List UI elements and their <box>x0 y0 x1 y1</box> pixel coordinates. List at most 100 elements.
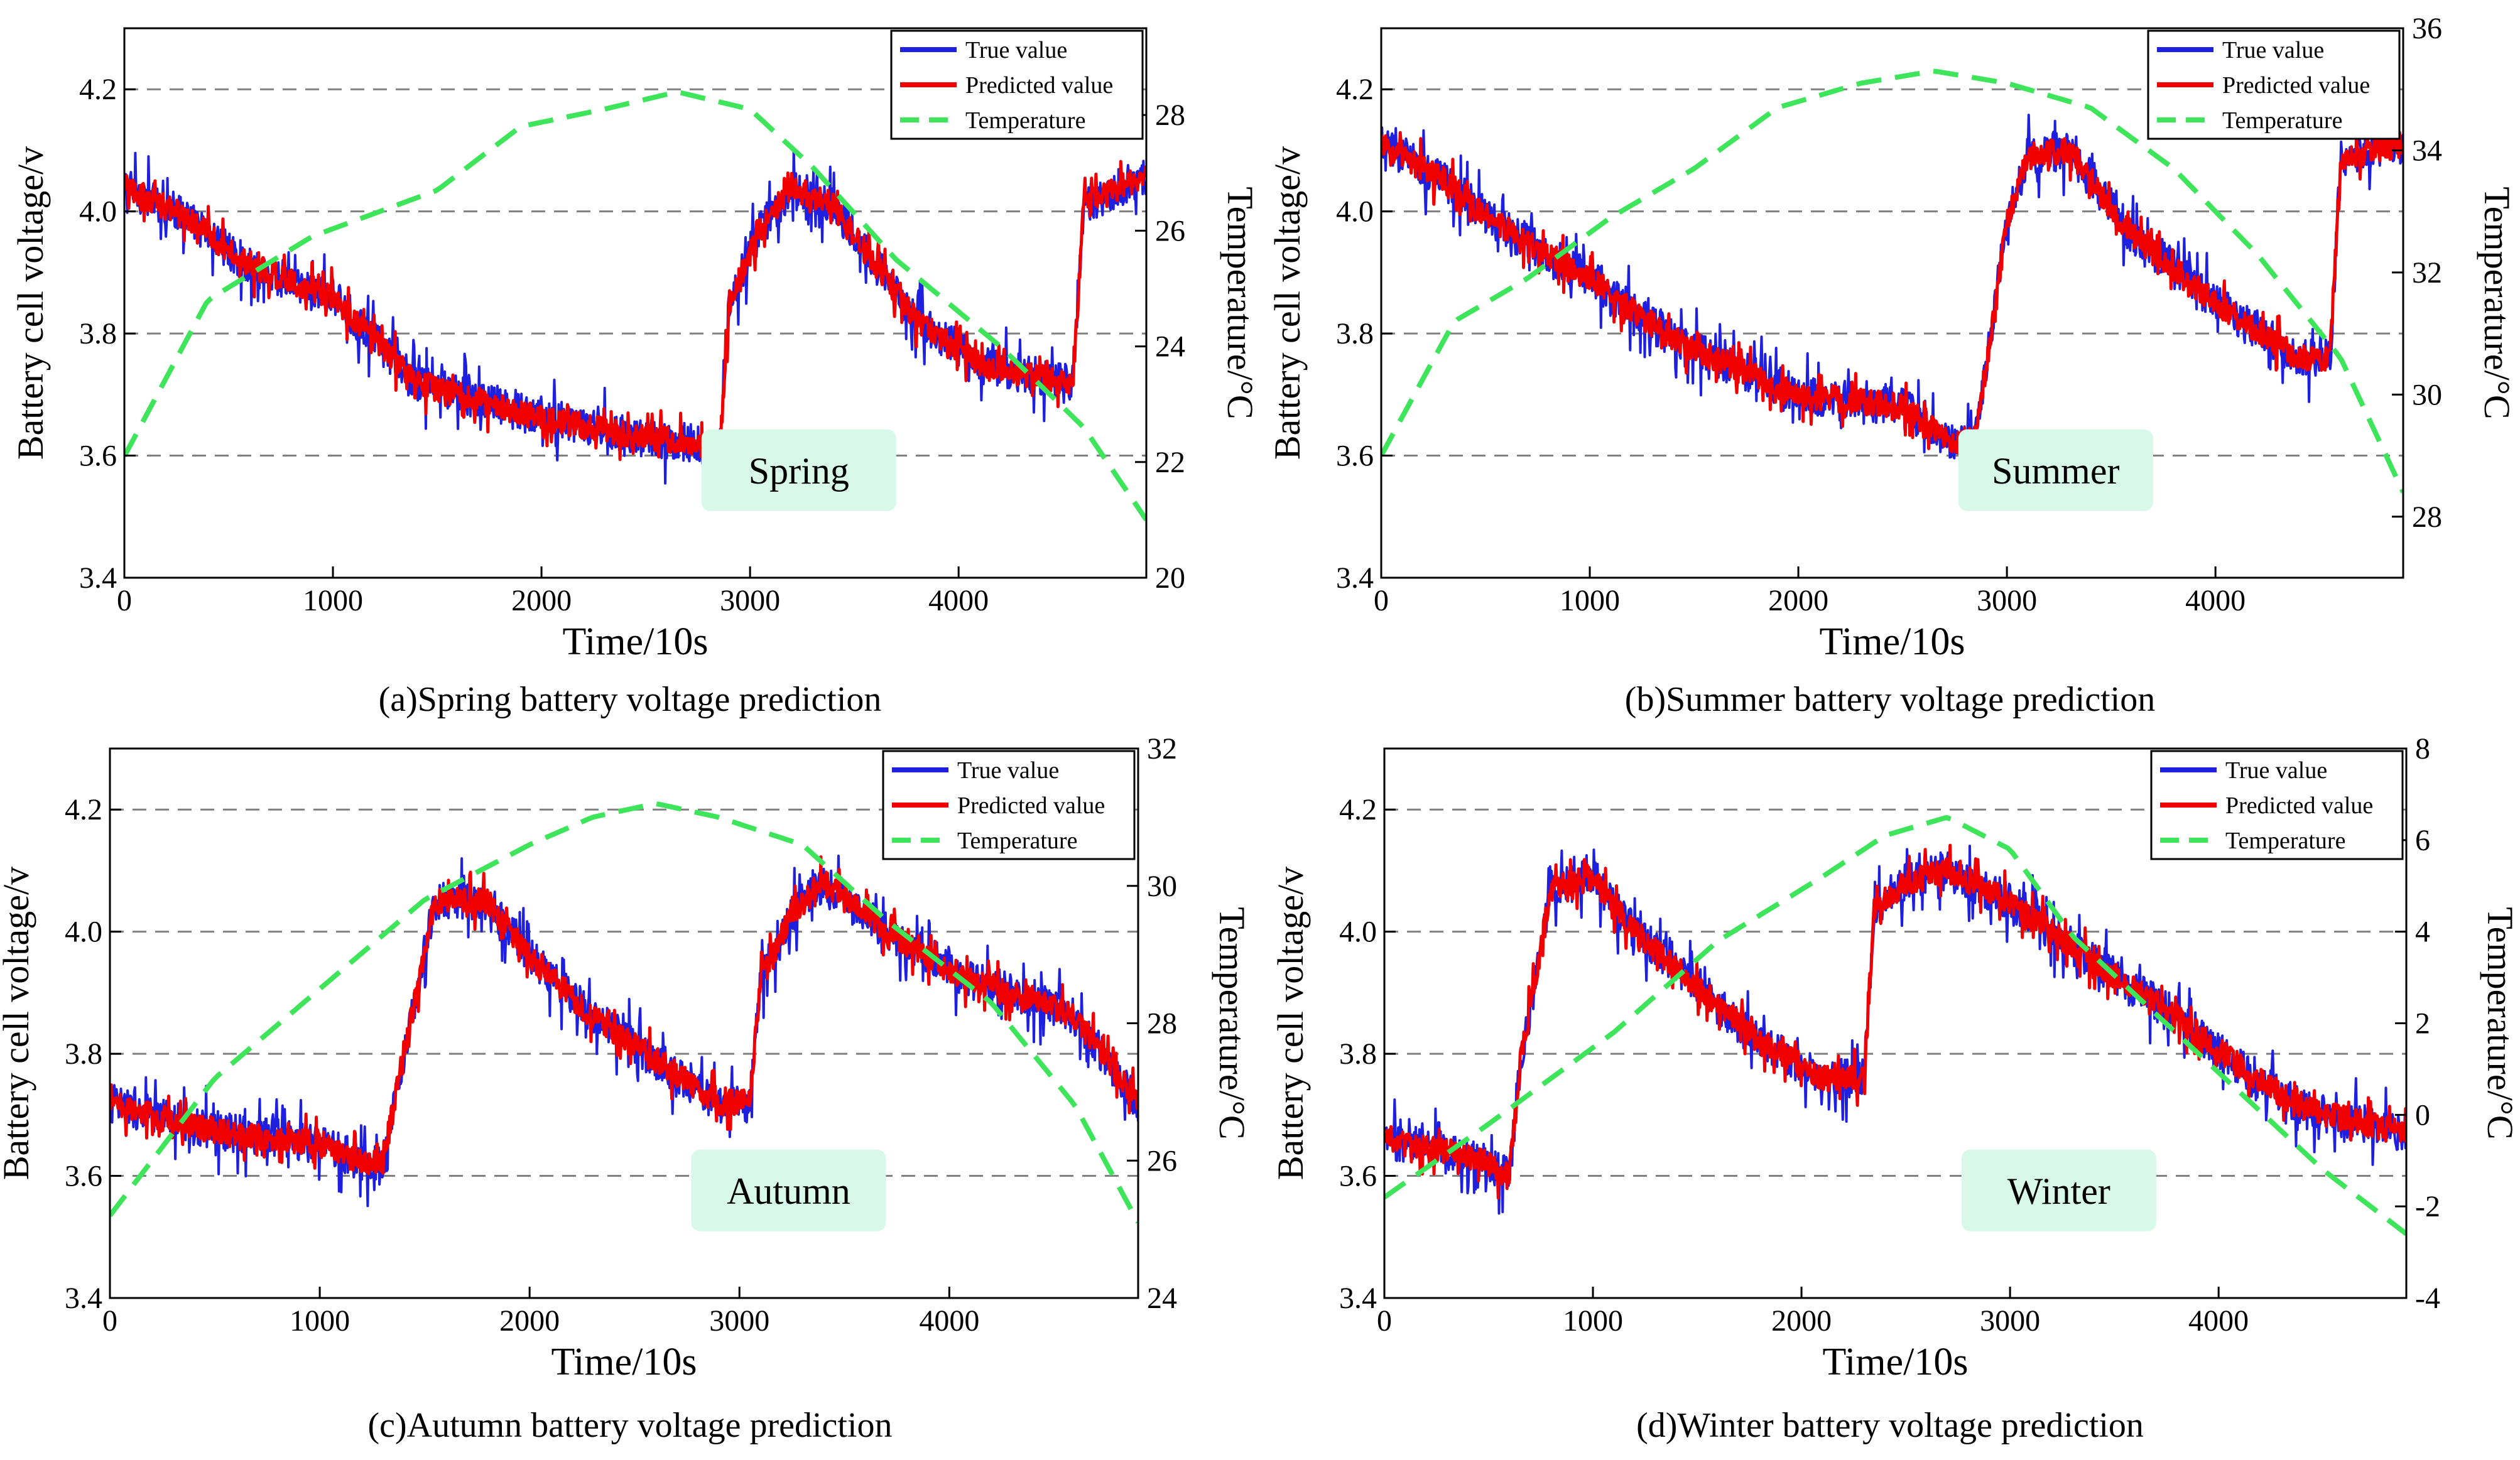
y-tick-label: 3.6 <box>1339 1160 1377 1193</box>
y-tick-label: 4.2 <box>79 73 117 106</box>
x-tick-label: 0 <box>1374 584 1389 617</box>
y2-tick-label: 36 <box>2412 12 2442 45</box>
season-badge-label: Autumn <box>727 1171 850 1212</box>
y-tick-label: 3.6 <box>79 440 117 473</box>
summer-voltage-chart: 0 1000 2000 3000 4000 3.4 3.6 3.8 4.0 4.2 28 30 32 34… <box>1267 12 2517 663</box>
x-tick-label: 0 <box>102 1304 117 1338</box>
legend-label: Predicted value <box>965 72 1113 99</box>
season-badge-label: Summer <box>1992 450 2119 492</box>
y-tick-label: 4.2 <box>1339 793 1377 826</box>
x-tick-label: 2000 <box>1771 1304 1832 1338</box>
x-tick-label: 4000 <box>2185 584 2246 617</box>
true-value-series-line <box>1381 102 2403 485</box>
legend-label: Temperature <box>2222 107 2342 134</box>
y-tick-label: 3.4 <box>65 1282 102 1315</box>
y2-tick-label: -4 <box>2415 1282 2440 1315</box>
plot-frame <box>1380 27 2404 579</box>
y-axis-label: Battery cell voltage/v <box>1270 867 1311 1180</box>
x-tick-label: 3000 <box>1980 1304 2040 1338</box>
x-tick-label: 2000 <box>1768 584 1828 617</box>
y2-axis-label: Temperature/°C <box>1212 907 1252 1139</box>
y2-tick-label: 6 <box>2415 824 2430 857</box>
chart-panel-summer: 0 1000 2000 3000 4000 3.4 3.6 3.8 4.0 4.2 28 30 32 34… <box>1260 0 2520 730</box>
x-tick-label: 2000 <box>511 584 572 617</box>
y2-tick-label: 28 <box>2412 500 2442 534</box>
y-tick-label: 3.8 <box>65 1037 102 1071</box>
x-axis-label: Time/10s <box>1819 620 1965 663</box>
y2-tick-label: 24 <box>1147 1282 1177 1315</box>
x-axis-label: Time/10s <box>1822 1341 1968 1383</box>
chart-panel-winter: 0 1000 2000 3000 4000 3.4 3.6 3.8 4.0 4.2 -4 -2 0 2 4 6… <box>1260 730 2520 1459</box>
legend-label: True value <box>957 757 1059 784</box>
y2-tick-label: 22 <box>1155 446 1185 479</box>
legend-label: Predicted value <box>2225 792 2373 819</box>
y-tick-label: 3.6 <box>65 1160 102 1193</box>
y2-tick-label: -2 <box>2415 1190 2440 1223</box>
x-tick-label: 1000 <box>1563 1304 1623 1338</box>
legend-label: Predicted value <box>2222 72 2370 99</box>
y-axis-label: Battery cell voltage/v <box>10 146 51 460</box>
y-tick-label: 4.0 <box>65 916 102 949</box>
predicted-value-series-line <box>1381 131 2403 462</box>
x-tick-label: 1000 <box>290 1304 350 1338</box>
legend-label: True value <box>2225 757 2327 784</box>
y2-tick-label: 32 <box>2412 256 2442 289</box>
legend-label: True value <box>965 37 1067 63</box>
x-tick-label: 1000 <box>303 584 363 617</box>
chart-caption: (a)Spring battery voltage prediction <box>378 680 882 719</box>
legend-label: Temperature <box>957 828 1077 854</box>
y2-tick-label: 34 <box>2412 134 2442 167</box>
season-badge <box>1958 429 2153 511</box>
y-tick-label: 4.2 <box>1336 73 1374 106</box>
x-tick-label: 4000 <box>2188 1304 2249 1338</box>
x-tick-label: 4000 <box>928 584 989 617</box>
x-tick-label: 3000 <box>1977 584 2037 617</box>
temperature-series-line <box>110 801 1138 1224</box>
legend-label: Temperature <box>2225 828 2345 854</box>
y-axis-label: Battery cell voltage/v <box>0 867 36 1180</box>
y-tick-label: 4.0 <box>1336 195 1374 229</box>
legend-label: True value <box>2222 37 2324 63</box>
x-tick-label: 2000 <box>499 1304 560 1338</box>
y-tick-label: 4.0 <box>79 195 117 229</box>
season-badge-label: Winter <box>2007 1171 2110 1212</box>
season-badge <box>701 429 896 511</box>
y-tick-label: 4.2 <box>65 793 102 826</box>
y2-axis-label: Temperature/°C <box>1220 187 1260 419</box>
y2-tick-label: 30 <box>2412 378 2442 411</box>
x-tick-label: 0 <box>1377 1304 1392 1338</box>
true-value-series-line <box>124 148 1146 501</box>
legend-label: Temperature <box>965 107 1085 134</box>
y2-tick-label: 28 <box>1147 1007 1177 1041</box>
x-tick-label: 1000 <box>1560 584 1620 617</box>
autumn-voltage-chart: 0 1000 2000 3000 4000 3.4 3.6 3.8 4.0 4.2 24 26 28 30… <box>0 732 1252 1383</box>
y2-tick-label: 28 <box>1155 99 1185 132</box>
plot-frame <box>123 27 1148 579</box>
y-tick-label: 3.4 <box>1336 561 1374 595</box>
y2-tick-label: 8 <box>2415 732 2430 765</box>
y2-tick-label: 20 <box>1155 561 1185 595</box>
x-tick-label: 4000 <box>919 1304 979 1338</box>
y-tick-label: 3.6 <box>1336 440 1374 473</box>
y2-tick-label: 30 <box>1147 870 1177 903</box>
temperature-series-line <box>1384 814 2406 1236</box>
temperature-series-line <box>124 89 1146 522</box>
spring-voltage-chart: 0 1000 2000 3000 4000 3.4 3.6 3.8 4.0 4.2 20 22 24 26… <box>10 27 1260 663</box>
y-tick-label: 4.0 <box>1339 916 1377 949</box>
y-tick-label: 3.8 <box>1336 317 1374 350</box>
season-badge <box>691 1149 886 1231</box>
y2-tick-label: 4 <box>2415 916 2430 949</box>
x-tick-label: 0 <box>117 584 132 617</box>
y2-axis-label: Temperature/°C <box>2480 907 2520 1139</box>
chart-caption: (d)Winter battery voltage prediction <box>1636 1406 2144 1445</box>
chart-caption: (c)Autumn battery voltage prediction <box>367 1406 893 1445</box>
y-tick-label: 3.4 <box>1339 1282 1377 1315</box>
chart-caption: (b)Summer battery voltage prediction <box>1624 680 2156 719</box>
predicted-value-series-line <box>124 160 1146 478</box>
predicted-value-series-line <box>110 855 1138 1176</box>
predicted-value-series-line <box>1384 843 2406 1200</box>
y2-tick-label: 0 <box>2415 1098 2430 1132</box>
x-tick-label: 3000 <box>709 1304 769 1338</box>
x-axis-label: Time/10s <box>551 1341 697 1383</box>
x-tick-label: 3000 <box>720 584 780 617</box>
